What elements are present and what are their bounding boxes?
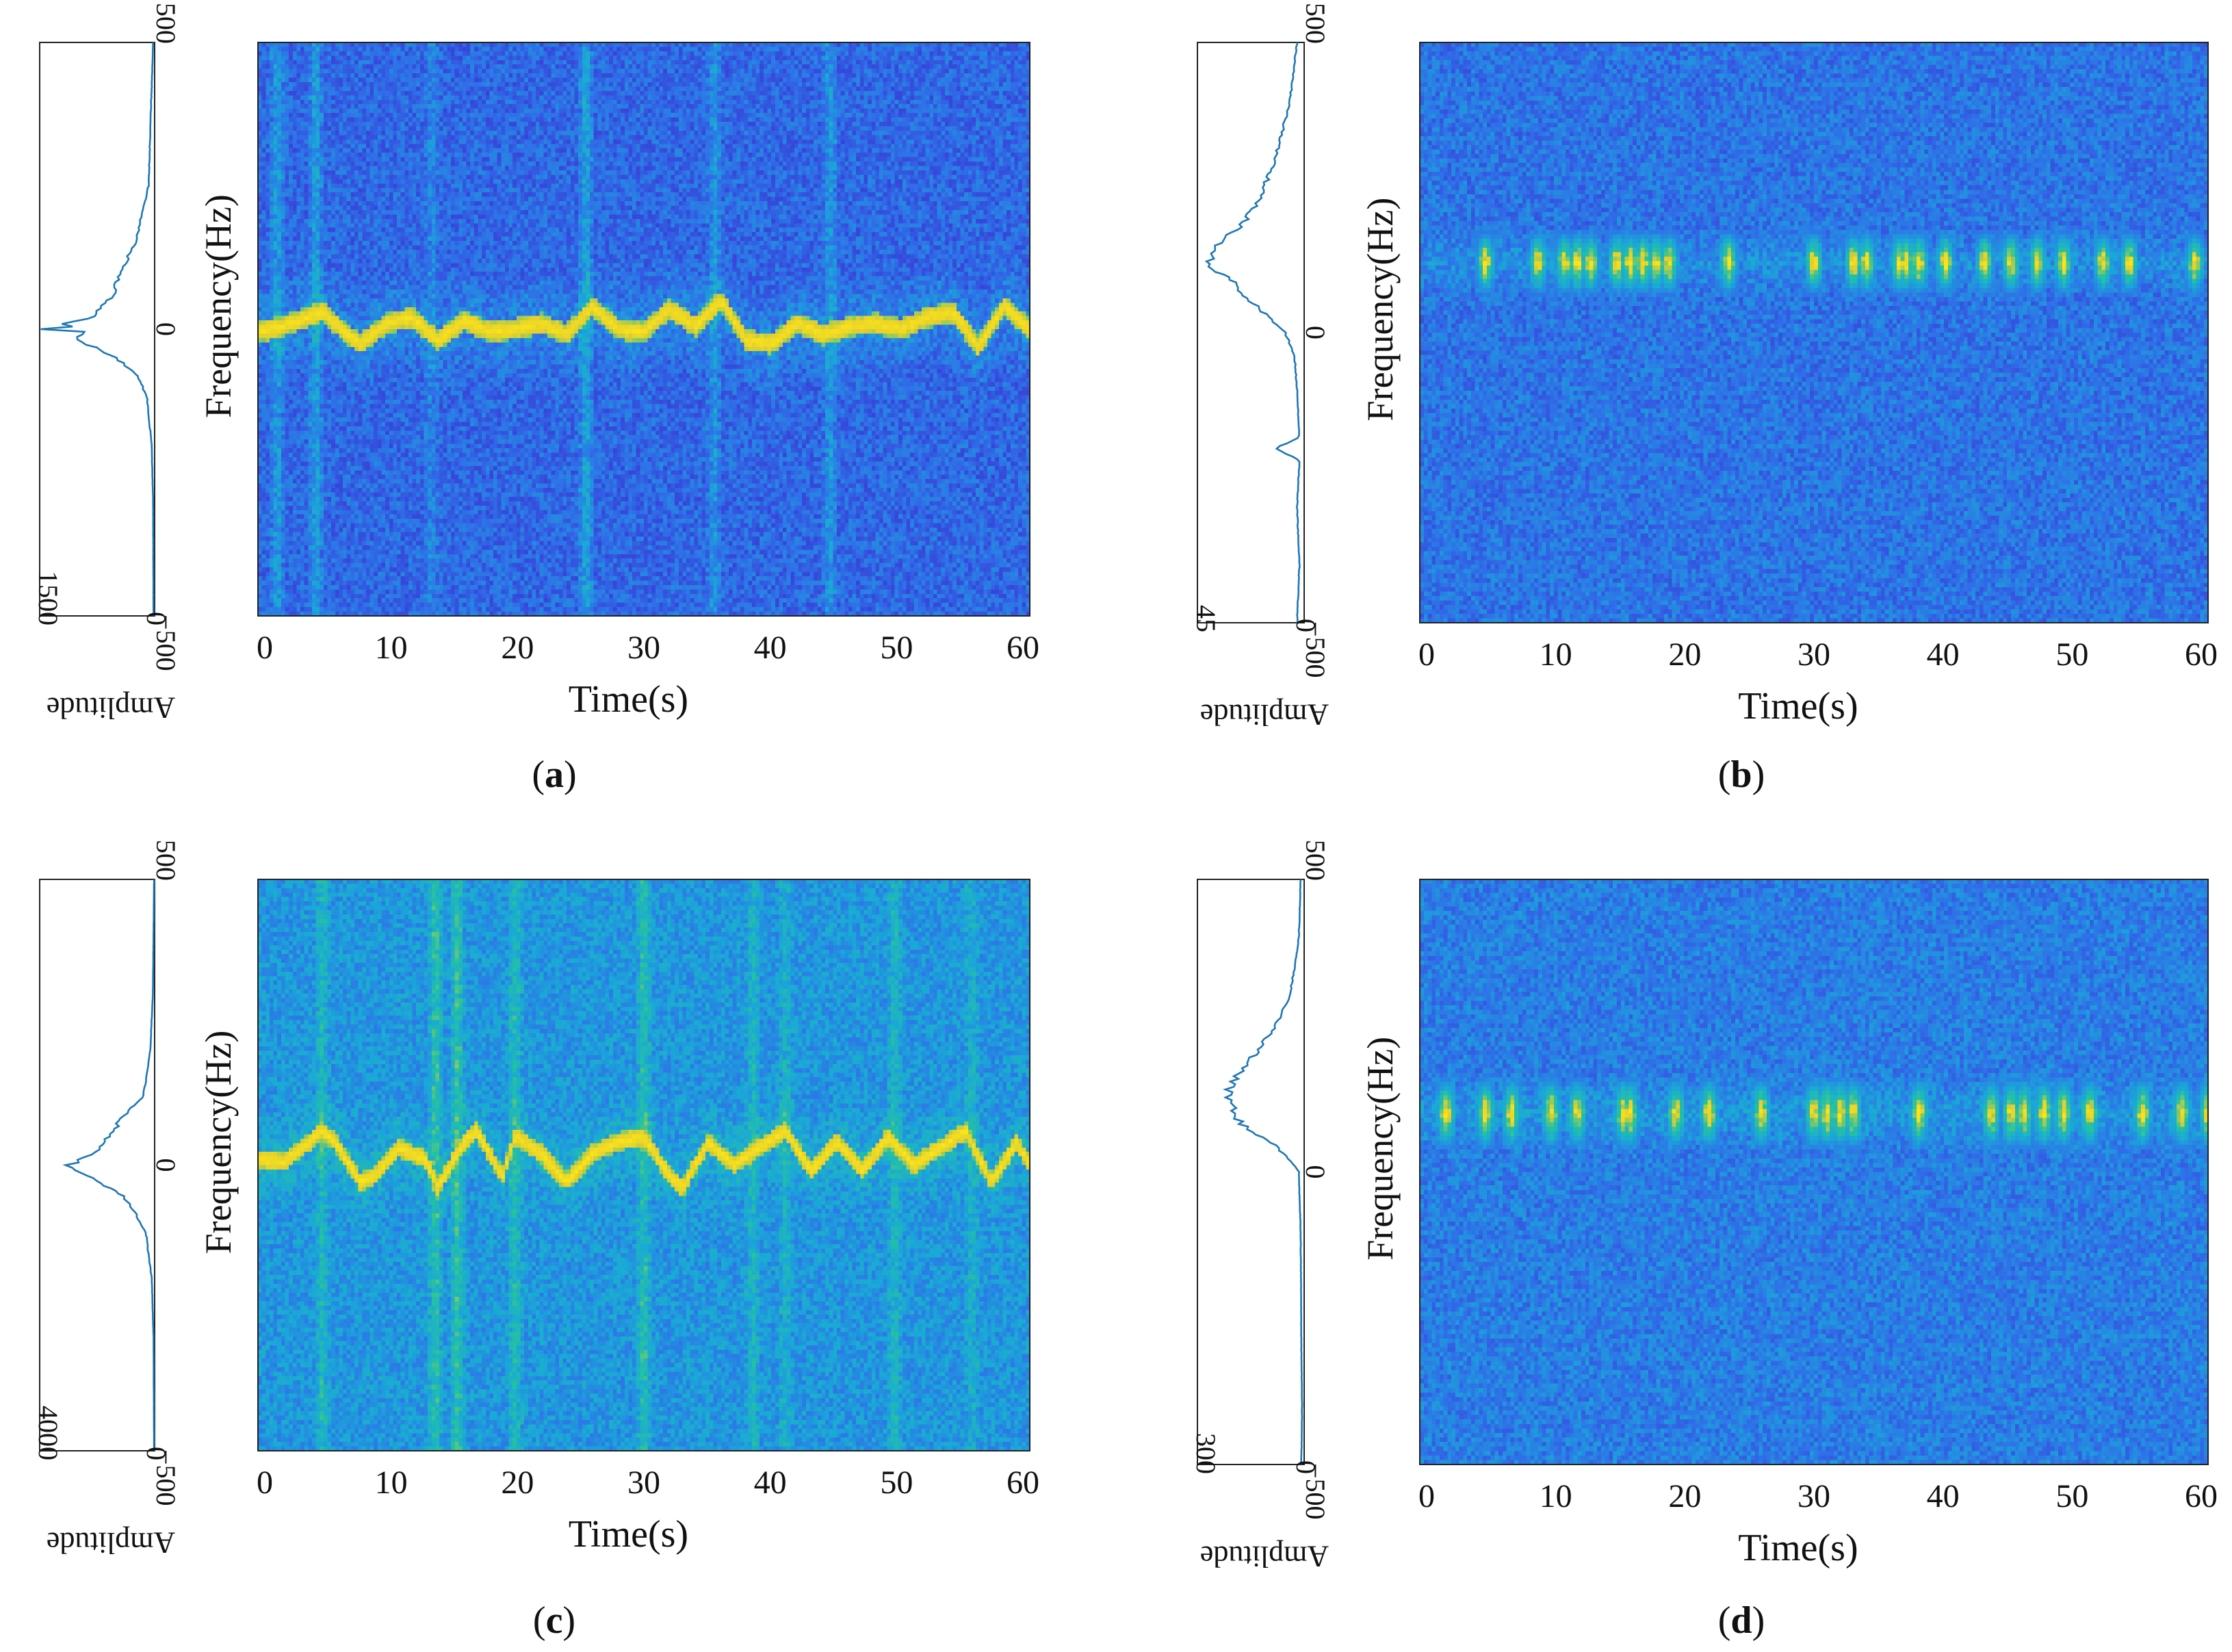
freq-tick-label-d-1: 0	[1300, 1165, 1331, 1179]
time-tick-label-a-6: 60	[1007, 630, 1039, 666]
time-tick-label-b-1: 10	[1540, 636, 1572, 673]
time-axis-label-a: Time(s)	[569, 678, 688, 721]
freq-tick-label-b-1: 0	[1300, 326, 1331, 339]
spectrogram-heatmap-c	[258, 879, 1030, 1451]
amplitude-axis-label-a: Amplitude	[47, 691, 175, 725]
amplitude-frame-b	[1197, 42, 1305, 623]
amplitude-frame-d	[1197, 879, 1305, 1465]
freq-tick-label-d-2: −500	[1300, 1463, 1331, 1520]
frequency-axis-label-a: Frequency(Hz)	[198, 194, 239, 418]
spectrogram-frame-b	[1419, 42, 2209, 623]
amplitude-axis-label-d: Amplitude	[1200, 1540, 1329, 1573]
amplitude-tick-label-d-0: 300	[1191, 1433, 1221, 1474]
time-tick-label-d-2: 20	[1668, 1478, 1701, 1514]
amplitude-tick-label-d-1: 0	[1290, 1460, 1321, 1474]
amplitude-curve-d	[1222, 879, 1303, 1465]
spectrogram-frame-a	[257, 42, 1030, 617]
frequency-axis-label-b: Frequency(Hz)	[1360, 198, 1401, 422]
freq-tick-label-a-2: −500	[151, 615, 181, 671]
time-tick-label-d-0: 0	[1418, 1478, 1435, 1514]
freq-tick-label-d-0: 500	[1300, 840, 1331, 881]
amplitude-tick-label-b-1: 0	[1290, 619, 1321, 632]
time-tick-label-c-5: 50	[880, 1464, 913, 1501]
time-tick-label-c-2: 20	[501, 1464, 534, 1501]
time-tick-label-d-1: 10	[1540, 1478, 1572, 1514]
time-tick-label-b-2: 20	[1668, 636, 1701, 673]
freq-tick-label-c-0: 500	[151, 840, 181, 881]
amplitude-curve-b	[1204, 42, 1301, 623]
panel-caption-d: (d)	[1718, 1599, 1765, 1642]
time-tick-label-d-4: 40	[1927, 1478, 1960, 1514]
amplitude-tick-label-c-0: 4000	[33, 1406, 64, 1460]
time-tick-label-b-0: 0	[1418, 636, 1435, 673]
amplitude-tick-label-b-0: 45	[1191, 605, 1221, 632]
time-tick-label-b-5: 50	[2055, 636, 2088, 673]
frequency-axis-label-c: Frequency(Hz)	[198, 1031, 239, 1254]
time-tick-label-a-2: 20	[501, 630, 534, 666]
amplitude-curve-c	[62, 879, 155, 1451]
time-axis-label-b: Time(s)	[1738, 685, 1858, 727]
time-tick-label-c-4: 40	[754, 1464, 787, 1501]
time-tick-label-d-6: 60	[2185, 1478, 2218, 1514]
panel-caption-c: (c)	[533, 1599, 575, 1642]
time-tick-label-a-4: 40	[754, 630, 787, 666]
time-tick-label-b-6: 60	[2185, 636, 2218, 673]
freq-tick-label-b-0: 500	[1300, 3, 1331, 44]
panel-caption-b: (b)	[1718, 753, 1765, 796]
freq-tick-label-b-2: −500	[1300, 621, 1331, 678]
amplitude-axis-label-b: Amplitude	[1200, 698, 1329, 732]
amplitude-curve-a	[40, 42, 155, 616]
amplitude-axis-label-c: Amplitude	[47, 1526, 175, 1560]
freq-tick-label-c-2: −500	[151, 1449, 181, 1506]
spectrogram-heatmap-d	[1420, 879, 2208, 1464]
panel-caption-a: (a)	[532, 753, 576, 796]
time-tick-label-d-5: 50	[2055, 1478, 2088, 1514]
time-tick-label-c-0: 0	[257, 1464, 273, 1501]
frequency-axis-label-d: Frequency(Hz)	[1360, 1037, 1401, 1261]
time-axis-label-c: Time(s)	[569, 1513, 688, 1556]
spectrogram-heatmap-a	[258, 42, 1030, 616]
freq-tick-label-a-0: 500	[151, 3, 181, 44]
time-tick-label-b-3: 30	[1798, 636, 1830, 673]
time-axis-label-d: Time(s)	[1738, 1527, 1858, 1569]
amplitude-frame-a	[39, 42, 155, 617]
time-tick-label-a-3: 30	[627, 630, 660, 666]
amplitude-tick-label-a-1: 0	[141, 612, 172, 625]
time-tick-label-b-4: 40	[1927, 636, 1960, 673]
amplitude-tick-label-a-0: 1500	[33, 571, 64, 625]
time-tick-label-c-1: 10	[375, 1464, 408, 1501]
spectrogram-frame-d	[1419, 879, 2209, 1465]
amplitude-tick-label-c-1: 0	[141, 1447, 172, 1460]
time-tick-label-d-3: 30	[1798, 1478, 1830, 1514]
time-tick-label-a-1: 10	[375, 630, 408, 666]
time-tick-label-a-0: 0	[257, 630, 273, 666]
time-tick-label-a-5: 50	[880, 630, 913, 666]
freq-tick-label-a-1: 0	[151, 322, 181, 336]
spectrogram-frame-c	[257, 879, 1030, 1451]
amplitude-frame-c	[39, 879, 155, 1451]
time-tick-label-c-3: 30	[627, 1464, 660, 1501]
time-tick-label-c-6: 60	[1007, 1464, 1039, 1501]
spectrogram-heatmap-b	[1420, 42, 2208, 623]
freq-tick-label-c-1: 0	[151, 1159, 181, 1172]
